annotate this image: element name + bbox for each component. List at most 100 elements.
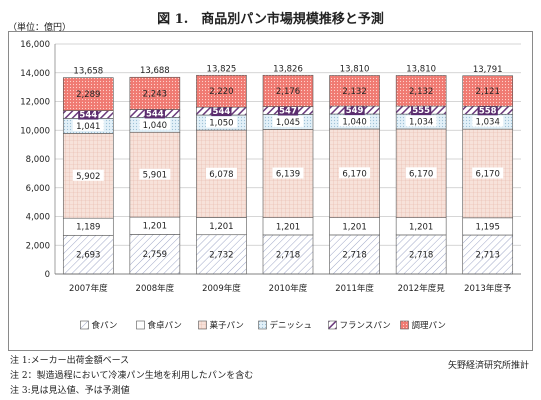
data-label-box xyxy=(472,220,504,232)
y-tick-label: 8,000 xyxy=(26,155,50,165)
y-tick-label: 6,000 xyxy=(26,184,50,194)
data-label: 1,189 xyxy=(76,223,100,233)
total-label: 13,826 xyxy=(273,64,303,74)
stacked-bar-chart: 0 2,000 4,000 6,000 8,000 10,000 12,000 14,000 1… xyxy=(20,40,521,331)
data-label: 2,713 xyxy=(476,251,500,261)
data-label: 1,034 xyxy=(476,118,500,128)
data-label: 1,041 xyxy=(76,122,100,132)
x-tick-label: 2012年度見 xyxy=(398,283,446,294)
data-label-box xyxy=(205,116,237,128)
data-label: 555 xyxy=(412,106,430,116)
data-label-box xyxy=(72,119,104,131)
total-label: 13,688 xyxy=(140,66,170,76)
data-label: 2,693 xyxy=(76,251,100,261)
data-label-box xyxy=(272,167,304,179)
data-label: 544 xyxy=(146,109,164,119)
data-label-box xyxy=(339,220,371,232)
legend-swatch xyxy=(136,320,145,330)
total-label: 13,791 xyxy=(473,65,503,75)
data-label-box xyxy=(472,167,504,179)
y-axis: 0 2,000 4,000 6,000 8,000 10,000 12,000 14,000 1… xyxy=(20,40,56,280)
data-label: 2,176 xyxy=(276,87,300,97)
data-label: 5,902 xyxy=(76,172,100,182)
data-label-box xyxy=(139,118,171,130)
unit-label: （単位：億円） xyxy=(8,23,72,33)
data-label: 1,201 xyxy=(209,222,233,232)
data-label-box xyxy=(405,167,437,179)
data-label: 2,289 xyxy=(76,90,100,100)
data-label: 2,132 xyxy=(409,87,433,97)
x-tick-label: 2013年度予 xyxy=(464,283,512,294)
chart-frame: 0 2,000 4,000 6,000 8,000 10,000 12,000 14,000 1… xyxy=(8,31,533,351)
data-label-box xyxy=(344,104,365,116)
bar-segment xyxy=(62,234,114,275)
data-label: 6,139 xyxy=(276,170,300,180)
legend-label: 調理パン xyxy=(412,320,446,331)
data-label-box xyxy=(472,115,504,127)
data-label: 6,078 xyxy=(209,170,233,180)
x-axis: 2007年度 2008年度 2009年度 2010年度 2011年度 2012年度見 201… xyxy=(55,273,521,294)
data-label: 1,040 xyxy=(143,121,167,131)
data-label: 1,050 xyxy=(209,119,233,129)
y-tick-label: 4,000 xyxy=(26,213,50,223)
legend: 食パン 食卓パン 菓子パン デニッシュ フランスパン 調理パン xyxy=(80,320,446,331)
data-label: 1,045 xyxy=(276,118,300,128)
data-label: 1,034 xyxy=(409,118,433,128)
data-label: 2,718 xyxy=(276,250,300,260)
y-tick-label: 12,000 xyxy=(20,98,50,108)
data-label: 2,732 xyxy=(209,250,233,260)
data-label-box xyxy=(405,115,437,127)
x-tick-label: 2007年度 xyxy=(69,283,108,294)
y-tick-label: 14,000 xyxy=(20,69,50,79)
data-label-box xyxy=(339,167,371,179)
legend-label: 菓子パン xyxy=(210,320,244,331)
data-label: 2,718 xyxy=(409,250,433,260)
total-label: 13,810 xyxy=(340,64,370,74)
data-label: 2,220 xyxy=(209,87,233,97)
data-label: 6,170 xyxy=(409,169,433,179)
data-label: 5,901 xyxy=(143,171,167,181)
data-label-box xyxy=(72,169,104,181)
data-label-box xyxy=(139,168,171,180)
x-tick-label: 2008年度 xyxy=(136,283,175,294)
x-tick-label: 2011年度 xyxy=(335,283,374,294)
data-label-box xyxy=(72,220,104,232)
bar-segment xyxy=(196,234,247,275)
legend-label: 食卓パン xyxy=(148,320,182,331)
data-label-box xyxy=(205,220,237,232)
data-label: 544 xyxy=(79,110,97,120)
y-tick-label: 2,000 xyxy=(26,241,50,251)
total-label: 13,658 xyxy=(73,67,103,77)
bar-segment xyxy=(462,75,514,107)
data-label-box xyxy=(411,104,432,116)
data-label-box xyxy=(272,115,304,127)
legend-swatch xyxy=(198,320,207,330)
legend-swatch xyxy=(80,320,89,330)
bar-segment xyxy=(329,75,380,107)
bar-segment xyxy=(395,75,447,107)
total-label: 13,810 xyxy=(406,64,436,74)
legend-label: フランスパン xyxy=(340,321,391,331)
x-tick-label: 2010年度 xyxy=(269,283,308,294)
data-label: 2,243 xyxy=(143,89,167,99)
data-label-box xyxy=(205,167,237,179)
legend-label: 食パン xyxy=(92,320,118,331)
data-label: 6,170 xyxy=(342,169,366,179)
data-label: 2,718 xyxy=(342,250,366,260)
bar-segment xyxy=(395,234,447,275)
data-label-box xyxy=(211,105,232,117)
y-tick-label: 10,000 xyxy=(20,126,50,136)
data-label: 1,201 xyxy=(143,222,167,232)
source-note: 矢野経済研究所推計 xyxy=(447,361,529,371)
data-label-box xyxy=(339,115,371,127)
bar-segment xyxy=(129,76,181,110)
data-label: 1,201 xyxy=(276,222,300,232)
data-label-box xyxy=(477,104,498,116)
data-label-box xyxy=(78,108,99,120)
data-label: 2,132 xyxy=(342,87,366,97)
y-tick-label: 0 xyxy=(45,270,50,280)
data-label-box xyxy=(139,219,171,231)
data-label: 1,040 xyxy=(342,117,366,127)
chart-title: 図 1. 商品別パン市場規模推移と予測 xyxy=(157,12,384,27)
data-label: 1,201 xyxy=(342,222,366,232)
